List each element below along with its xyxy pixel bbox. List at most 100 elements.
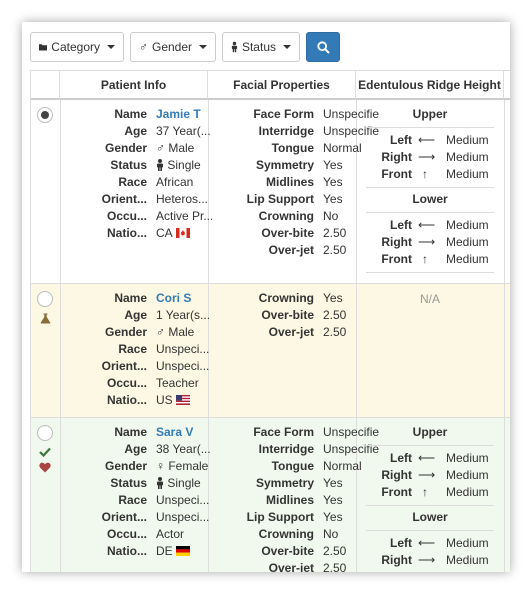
midlines-label: Midlines bbox=[265, 493, 314, 507]
arrow-up-icon: ↑ bbox=[422, 167, 428, 181]
header-ridge-height[interactable]: Edentulous Ridge Height bbox=[356, 71, 504, 99]
header-facial-properties[interactable]: Facial Properties bbox=[208, 71, 356, 99]
status-value: Single bbox=[167, 476, 201, 490]
nationality-value: US bbox=[156, 393, 173, 407]
male-icon: ♂ bbox=[156, 325, 169, 339]
over-bite-label: Over-bite bbox=[261, 544, 314, 558]
face-form-value: Unspecifie bbox=[323, 107, 380, 121]
header-patient-info[interactable]: Patient Info bbox=[60, 71, 208, 99]
symmetry-label: Symmetry bbox=[255, 158, 314, 172]
us-flag-icon bbox=[175, 395, 190, 405]
status-value: Single bbox=[167, 158, 201, 172]
arrow-up-icon: ↑ bbox=[422, 252, 428, 266]
over-jet-label: Over-jet bbox=[268, 561, 314, 572]
arrow-right-icon: ⟶ bbox=[418, 553, 436, 567]
male-icon: ♂ bbox=[139, 40, 148, 54]
arrow-left-icon: ⟵ bbox=[418, 218, 436, 232]
upper-left-value: Medium bbox=[446, 451, 489, 465]
upper-title: Upper bbox=[412, 107, 448, 121]
name-label: Name bbox=[114, 425, 147, 439]
over-bite-value: 2.50 bbox=[323, 226, 347, 240]
left-label: Left bbox=[390, 536, 412, 550]
interridge-label: Interridge bbox=[258, 124, 314, 138]
patient-grid: Patient Info Facial Properties Edentulou… bbox=[30, 70, 510, 572]
heart-icon bbox=[39, 462, 51, 473]
ridge-height: N/A bbox=[356, 284, 504, 417]
midlines-value: Yes bbox=[323, 175, 343, 189]
crowning-label: Crowning bbox=[258, 291, 314, 305]
front-label: Front bbox=[381, 167, 412, 181]
canada-flag-icon bbox=[175, 228, 190, 238]
race-label: Race bbox=[118, 493, 147, 507]
symmetry-label: Symmetry bbox=[255, 476, 314, 490]
patient-name-link[interactable]: Jamie T bbox=[156, 107, 201, 121]
status-label: Status bbox=[241, 40, 276, 54]
lower-left-value: Medium bbox=[446, 218, 489, 232]
front-label: Front bbox=[381, 252, 412, 266]
status-dropdown-button[interactable]: Status bbox=[222, 32, 300, 62]
race-value: African bbox=[156, 175, 194, 189]
gender-value: Male bbox=[168, 325, 195, 339]
lower-right-value: Medium bbox=[446, 553, 489, 567]
table-row[interactable]: Name Cori S Age 1 Year(s... Gender ♂ Male R… bbox=[31, 284, 510, 418]
left-label: Left bbox=[390, 133, 412, 147]
chevron-down-icon bbox=[107, 45, 115, 49]
table-row[interactable]: Name Sara V Age 38 Year(... Gender ♀ Female… bbox=[31, 418, 510, 572]
race-label: Race bbox=[118, 175, 147, 189]
over-bite-label: Over-bite bbox=[261, 308, 314, 322]
header-select-column bbox=[31, 71, 60, 99]
category-dropdown-button[interactable]: Category bbox=[30, 32, 124, 62]
upper-right-value: Medium bbox=[446, 150, 489, 164]
occupation-value: Active Pr... bbox=[156, 209, 212, 223]
person-icon bbox=[157, 159, 163, 171]
category-label: Category bbox=[51, 40, 100, 54]
occupation-value: Teacher bbox=[156, 376, 199, 390]
crowning-label: Crowning bbox=[258, 209, 314, 223]
tongue-value: Normal bbox=[323, 459, 362, 473]
search-button[interactable] bbox=[306, 32, 340, 62]
crowning-value: No bbox=[323, 527, 339, 541]
crowning-label: Crowning bbox=[258, 527, 314, 541]
ridge-height: Upper Left ⟵ Medium Right ⟶ Medium Front ↑ Med… bbox=[356, 100, 504, 283]
tongue-value: Normal bbox=[323, 141, 362, 155]
nationality-value: DE bbox=[156, 544, 173, 558]
row-select-radio[interactable] bbox=[37, 291, 53, 307]
right-label: Right bbox=[381, 150, 412, 164]
patient-name-link[interactable]: Cori S bbox=[156, 291, 192, 305]
right-label: Right bbox=[381, 468, 412, 482]
orientation-value: Unspeci... bbox=[156, 359, 210, 373]
age-value: 1 Year(s... bbox=[156, 308, 211, 322]
lower-title: Lower bbox=[412, 510, 448, 524]
over-jet-label: Over-jet bbox=[268, 325, 314, 339]
over-bite-value: 2.50 bbox=[323, 544, 347, 558]
patient-name-link[interactable]: Sara V bbox=[156, 425, 194, 439]
gender-dropdown-button[interactable]: ♂ Gender bbox=[130, 32, 216, 62]
lower-front-value: Medium bbox=[446, 252, 489, 266]
table-row[interactable]: Name Jamie T Age 37 Year(... Gender ♂ Male … bbox=[31, 100, 510, 284]
orientation-label: Orient... bbox=[101, 359, 147, 373]
germany-flag-icon bbox=[175, 546, 190, 556]
row-select-radio[interactable] bbox=[37, 425, 53, 441]
lip-support-label: Lip Support bbox=[246, 192, 314, 206]
male-icon: ♂ bbox=[156, 141, 169, 155]
lower-title: Lower bbox=[412, 192, 448, 206]
symmetry-value: Yes bbox=[323, 158, 343, 172]
female-icon: ♀ bbox=[156, 459, 169, 473]
left-label: Left bbox=[390, 451, 412, 465]
nationality-label: Natio... bbox=[106, 393, 147, 407]
age-value: 38 Year(... bbox=[156, 442, 211, 456]
face-form-label: Face Form bbox=[253, 425, 314, 439]
name-label: Name bbox=[114, 291, 147, 305]
status-label: Status bbox=[110, 158, 147, 172]
lower-left-value: Medium bbox=[446, 536, 489, 550]
row-select-radio[interactable] bbox=[37, 107, 53, 123]
age-value: 37 Year(... bbox=[156, 124, 211, 138]
race-label: Race bbox=[118, 342, 147, 356]
over-jet-label: Over-jet bbox=[268, 243, 314, 257]
midlines-value: Yes bbox=[323, 493, 343, 507]
lip-support-value: Yes bbox=[323, 192, 343, 206]
over-jet-value: 2.50 bbox=[323, 325, 347, 339]
tongue-label: Tongue bbox=[271, 141, 314, 155]
person-icon bbox=[231, 41, 238, 53]
arrow-right-icon: ⟶ bbox=[418, 150, 436, 164]
